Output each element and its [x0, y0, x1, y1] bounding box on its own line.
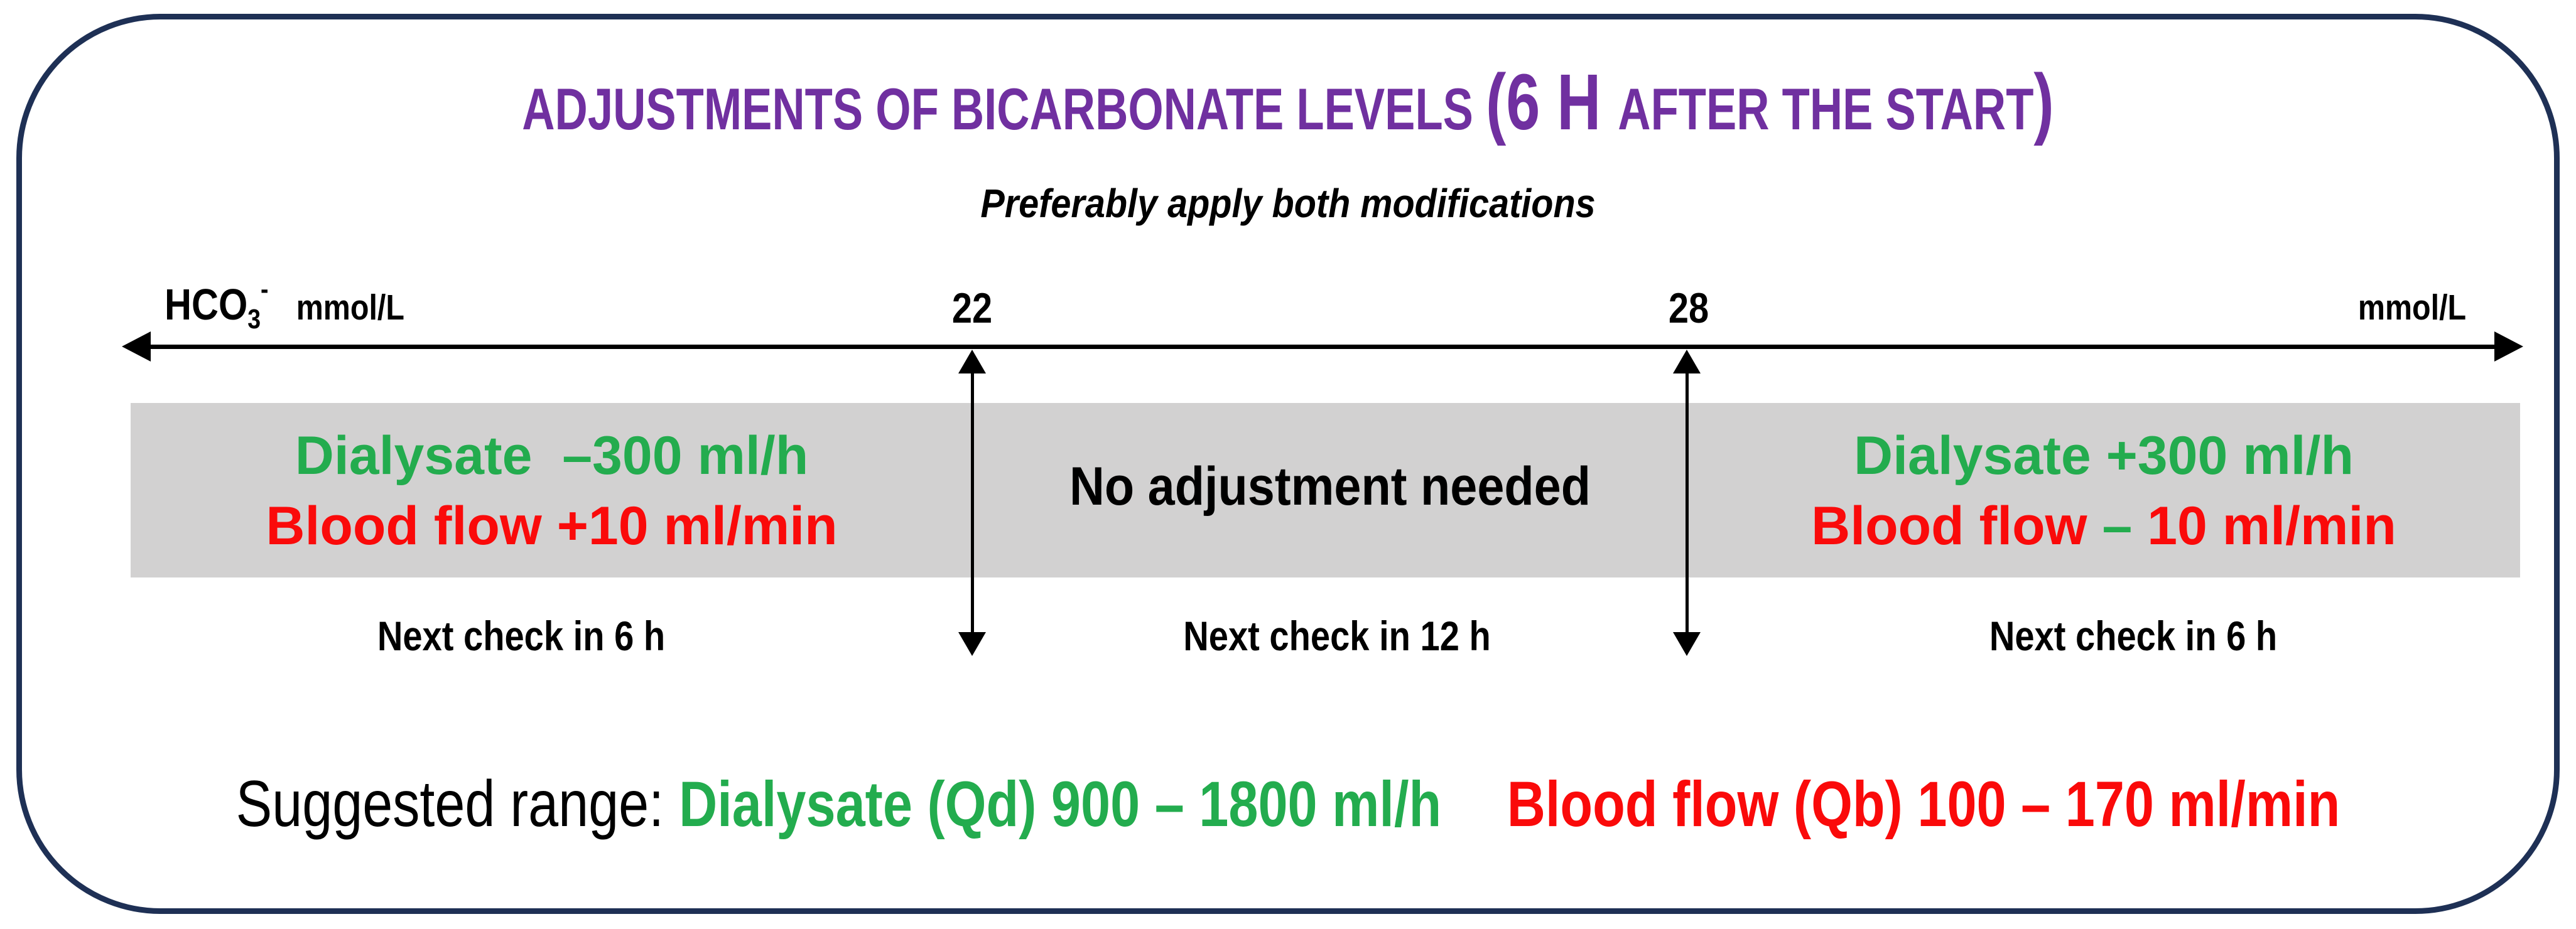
axis-unit-right: mmol/L — [2357, 287, 2467, 328]
axis-tick-28: 28 — [1668, 284, 1709, 332]
axis-arrow-right-icon — [2494, 331, 2523, 362]
next-check-low: Next check in 6 h — [377, 613, 666, 659]
title-segment: AFTER THE START — [1618, 76, 2034, 142]
blood-flow-text: Blood flow — [1811, 496, 2102, 556]
zone-high-blood-flow-adjustment: Blood flow – 10 ml/min — [1687, 491, 2520, 561]
suggested-range-blood-flow: Blood flow (Qb) 100 – 170 ml/min — [1507, 768, 2341, 840]
zone-low-bicarbonate: Dialysate –300 ml/h Blood flow +10 ml/mi… — [131, 421, 973, 561]
title-segment-large: ) — [2033, 58, 2054, 146]
threshold-arrow-up-28-icon — [1673, 350, 1701, 373]
green-dash: – — [2102, 496, 2133, 556]
title-segment-large: (6 H — [1486, 58, 1618, 146]
axis-line — [148, 345, 2496, 349]
analyte-subscript: 3 — [247, 304, 261, 335]
zone-high-bicarbonate: Dialysate +300 ml/h Blood flow – 10 ml/m… — [1687, 421, 2520, 561]
analyte-superscript: - — [261, 274, 269, 304]
next-check-mid: Next check in 12 h — [1183, 613, 1491, 659]
title-segment: ADJUSTMENTS OF BICARBONATE LEVELS — [522, 76, 1486, 142]
zone-mid-text: No adjustment needed — [1069, 456, 1591, 517]
axis-tick-22: 22 — [951, 284, 993, 332]
blood-flow-value: 10 ml/min — [2132, 496, 2396, 556]
subtitle-note: Preferably apply both modifications — [980, 181, 1596, 226]
zone-mid-no-adjustment: No adjustment needed — [1009, 451, 1652, 522]
zone-high-dialysate-adjustment: Dialysate +300 ml/h — [1854, 426, 2354, 486]
page-title: ADJUSTMENTS OF BICARBONATE LEVELS (6 H A… — [296, 63, 2280, 142]
suggested-range-label: Suggested range: — [235, 768, 679, 840]
analyte-formula: HCO — [165, 280, 248, 329]
axis-unit-left: mmol/L — [296, 287, 404, 328]
threshold-line-22 — [971, 367, 974, 637]
threshold-line-28 — [1686, 367, 1689, 637]
suggested-range-row: Suggested range: Dialysate (Qd) 900 – 18… — [219, 767, 2357, 842]
threshold-arrow-down-22-icon — [958, 632, 986, 656]
zone-low-dialysate-adjustment: Dialysate –300 ml/h — [295, 426, 809, 486]
threshold-arrow-down-28-icon — [1673, 632, 1701, 656]
zone-low-blood-flow-adjustment: Blood flow +10 ml/min — [266, 496, 838, 556]
threshold-arrow-up-22-icon — [958, 350, 986, 373]
next-check-high: Next check in 6 h — [1989, 613, 2278, 659]
axis-arrow-left-icon — [122, 331, 151, 362]
suggested-range-dialysate: Dialysate (Qd) 900 – 1800 ml/h — [679, 768, 1442, 840]
axis-analyte-label: HCO3- mmol/L — [165, 276, 404, 333]
adjustment-band — [131, 403, 2520, 577]
outer-rounded-border — [16, 14, 2560, 914]
